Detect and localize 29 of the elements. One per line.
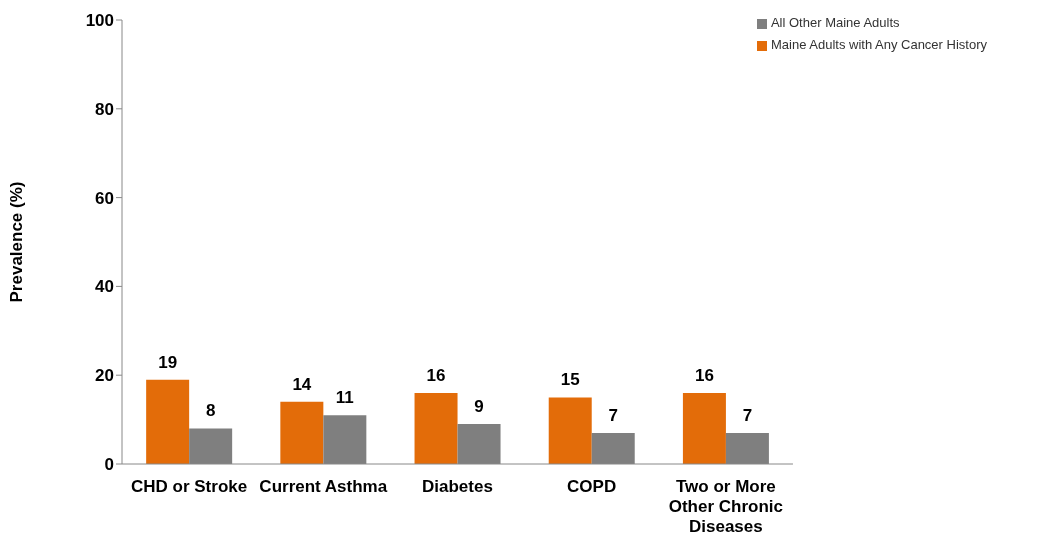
data-label: 11: [335, 388, 354, 408]
x-tick-label: CHD or Stroke: [131, 477, 248, 496]
data-label: 7: [608, 405, 618, 425]
y-tick-label: 0: [104, 455, 114, 475]
y-tick-label: 60: [95, 188, 114, 208]
data-label: 14: [292, 374, 312, 394]
bar: [682, 392, 726, 464]
legend-label: Maine Adults with Any Cancer History: [770, 37, 987, 52]
x-tick-label: Current Asthma: [259, 477, 388, 496]
x-tick-label: Two or More Other Chronic Diseases: [668, 477, 784, 536]
y-tick-label: 80: [95, 99, 114, 119]
data-label: 19: [158, 352, 178, 372]
y-tick-label: 100: [85, 11, 114, 31]
x-tick-label: COPD: [567, 477, 617, 496]
legend-label: All Other Maine Adults: [770, 15, 900, 30]
x-tick-label: Diabetes: [422, 477, 493, 496]
bar: [548, 397, 592, 464]
bar: [146, 379, 190, 464]
data-label: 16: [426, 365, 446, 385]
bar: [414, 392, 458, 464]
bar: [280, 401, 324, 464]
data-label: 8: [205, 401, 216, 421]
y-tick-label: 40: [95, 277, 114, 297]
data-label: 9: [474, 397, 484, 417]
data-label: 7: [742, 405, 753, 425]
y-axis-title: Prevalence (%): [7, 181, 27, 303]
data-label: 15: [560, 370, 580, 390]
data-label: 16: [694, 365, 714, 385]
y-tick-label: 20: [95, 366, 114, 386]
